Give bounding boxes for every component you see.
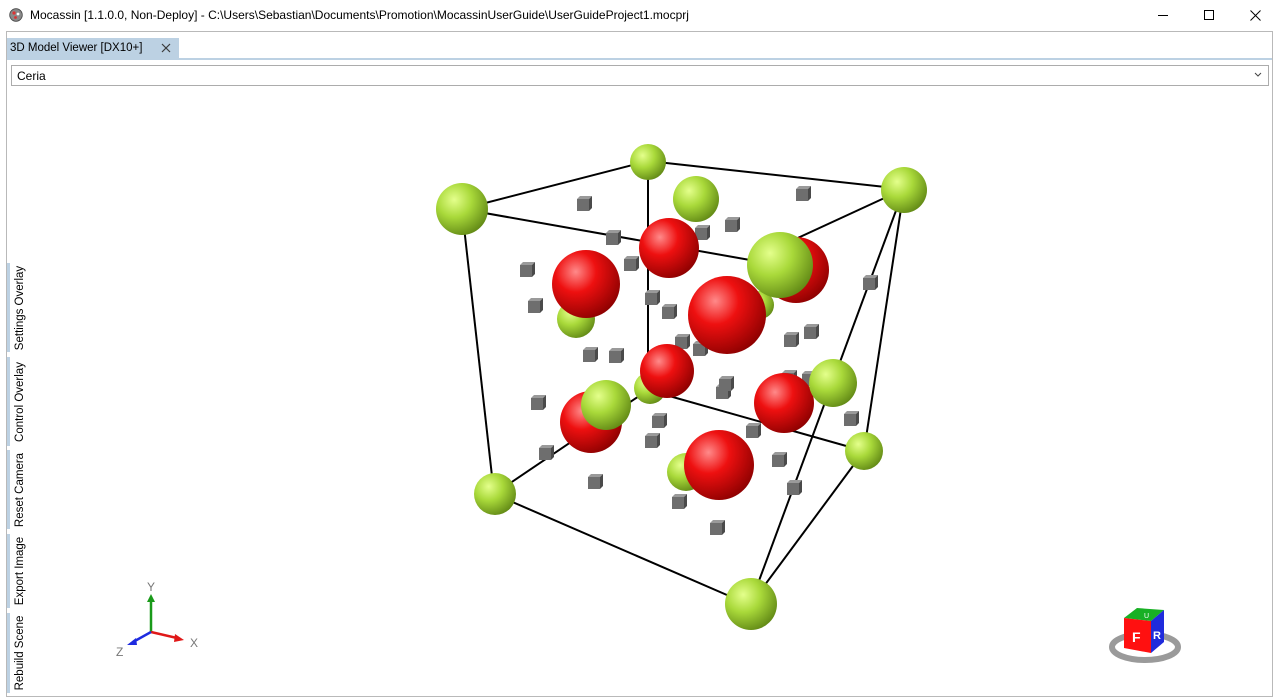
vacancy-cube — [539, 445, 554, 460]
tab-label: 3D Model Viewer [DX10+] — [10, 42, 143, 54]
vacancy-cube — [531, 395, 546, 410]
vacancy-cube — [695, 225, 710, 240]
tab-underline — [7, 58, 1272, 60]
axis-z-label: Z — [116, 645, 123, 659]
anion-sphere — [684, 430, 754, 500]
anion-sphere — [754, 373, 814, 433]
window-title: Mocassin [1.1.0.0, Non-Deploy] - C:\User… — [30, 8, 689, 22]
view-cube-right-label: R — [1153, 630, 1161, 642]
vacancy-cube — [645, 290, 660, 305]
vacancy-cube — [520, 262, 535, 277]
vacancy-cube — [787, 480, 802, 495]
close-icon — [1250, 10, 1261, 21]
axis-triad: Y X Z — [116, 580, 198, 659]
anion-sphere — [639, 218, 699, 278]
vacancy-cube — [844, 411, 859, 426]
cation-sphere — [725, 578, 777, 630]
vacancy-cube — [675, 334, 690, 349]
anion-sphere — [552, 250, 620, 318]
vacancy-cube — [588, 474, 603, 489]
tab-close-icon[interactable] — [160, 42, 172, 54]
vacancy-cube — [796, 186, 811, 201]
vacancy-cube — [710, 520, 725, 535]
axis-x-label: X — [190, 636, 198, 650]
chevron-down-icon — [1254, 72, 1262, 77]
vacancy-cube — [652, 413, 667, 428]
title-bar: Mocassin [1.1.0.0, Non-Deploy] - C:\User… — [0, 0, 1280, 31]
vacancy-cube — [624, 256, 639, 271]
control-overlay-button[interactable]: Control Overlay — [7, 357, 29, 446]
vacancy-cube — [672, 494, 687, 509]
vacancy-cube — [583, 347, 598, 362]
tab-3d-model-viewer[interactable]: 3D Model Viewer [DX10+] — [7, 38, 179, 58]
vacancy-cube — [577, 196, 592, 211]
vacancy-cube — [804, 324, 819, 339]
model-select-value: Ceria — [17, 69, 46, 83]
vacancy-cube — [772, 452, 787, 467]
cation-sphere — [436, 183, 488, 235]
view-cube-front-label: F — [1132, 629, 1141, 645]
view-cube-right — [1151, 610, 1164, 653]
view-cube-top — [1124, 608, 1164, 621]
anion-sphere — [688, 276, 766, 354]
cation-sphere — [845, 432, 883, 470]
vacancy-cube — [645, 433, 660, 448]
anion-sphere — [640, 344, 694, 398]
view-cube[interactable]: F R U — [1109, 608, 1181, 663]
reset-camera-button[interactable]: Reset Camera — [7, 450, 29, 529]
vacancy-cube — [863, 275, 878, 290]
atoms-back — [552, 144, 829, 500]
settings-overlay-button[interactable]: Settings Overlay — [7, 263, 29, 352]
cation-sphere — [673, 176, 719, 222]
vacancy-cube — [528, 298, 543, 313]
viewer-frame — [6, 31, 1273, 697]
cation-sphere — [630, 144, 666, 180]
maximize-button[interactable] — [1187, 0, 1233, 31]
vacancy-cube — [746, 423, 761, 438]
vacancy-cube — [719, 376, 734, 391]
maximize-icon — [1204, 10, 1214, 20]
vacancy-cube — [662, 304, 677, 319]
atoms-front — [436, 167, 927, 630]
vacancy-cube — [784, 332, 799, 347]
export-image-button[interactable]: Export Image — [7, 534, 29, 608]
cation-sphere — [581, 380, 631, 430]
cation-sphere — [474, 473, 516, 515]
cation-sphere — [747, 232, 813, 298]
model-select[interactable]: Ceria — [11, 65, 1269, 86]
view-cube-top-label: U — [1144, 613, 1149, 620]
vacancy-cube — [725, 217, 740, 232]
axis-y-label: Y — [147, 580, 155, 594]
rebuild-scene-button[interactable]: Rebuild Scene — [7, 613, 29, 693]
minimize-button[interactable] — [1141, 0, 1187, 31]
vacancy-cube — [609, 348, 624, 363]
close-button[interactable] — [1233, 0, 1279, 31]
cation-sphere — [809, 359, 857, 407]
mocassin-app-icon — [9, 8, 23, 22]
cation-sphere — [881, 167, 927, 213]
minimize-icon — [1158, 15, 1168, 16]
view-cube-front — [1124, 618, 1151, 653]
vacancy-cube — [606, 230, 621, 245]
